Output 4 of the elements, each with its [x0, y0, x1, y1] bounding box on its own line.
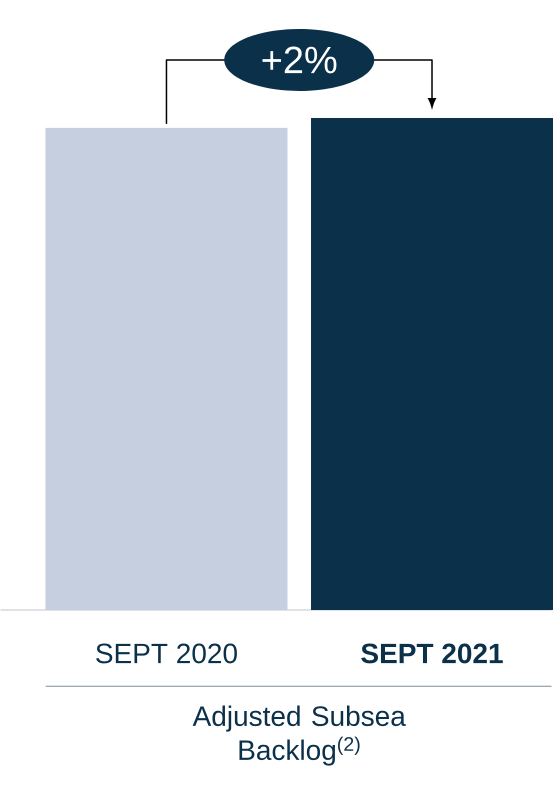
text: +2%: [262, 46, 336, 74]
x-axis-title: Adjusted Subsea Backlog$^{(2)}$: [192, 706, 406, 766]
x-tick-label: SEPT 2020: [96, 644, 237, 664]
x-tick-label: SEPT 2021: [361, 644, 503, 664]
